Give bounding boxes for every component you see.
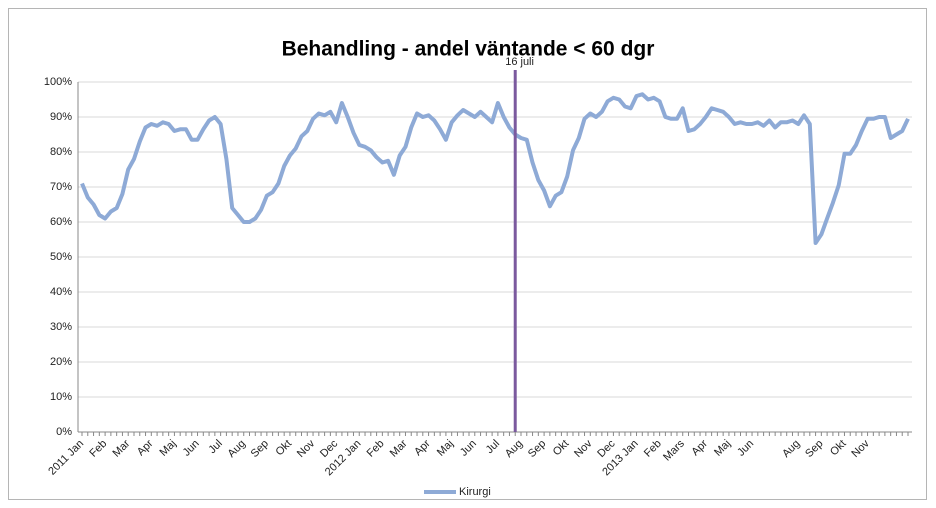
y-tick-label: 100% <box>44 76 72 88</box>
y-tick-label: 50% <box>50 251 72 263</box>
y-tick-label: 60% <box>50 216 72 228</box>
series-line <box>80 92 910 245</box>
y-tick-label: 70% <box>50 181 72 193</box>
y-tick-label: 90% <box>50 111 72 123</box>
y-tick-label: 40% <box>50 286 72 298</box>
y-tick-label: 10% <box>50 391 72 403</box>
y-tick-label: 20% <box>50 356 72 368</box>
chart-frame <box>8 8 927 500</box>
y-tick-label: 30% <box>50 321 72 333</box>
y-tick-label: 0% <box>56 426 72 438</box>
chart-title: Behandling - andel väntande < 60 dgr <box>282 38 655 61</box>
y-tick-label: 80% <box>50 146 72 158</box>
annotation-label: 16 juli <box>505 56 534 68</box>
legend-label: Kirurgi <box>459 486 491 498</box>
